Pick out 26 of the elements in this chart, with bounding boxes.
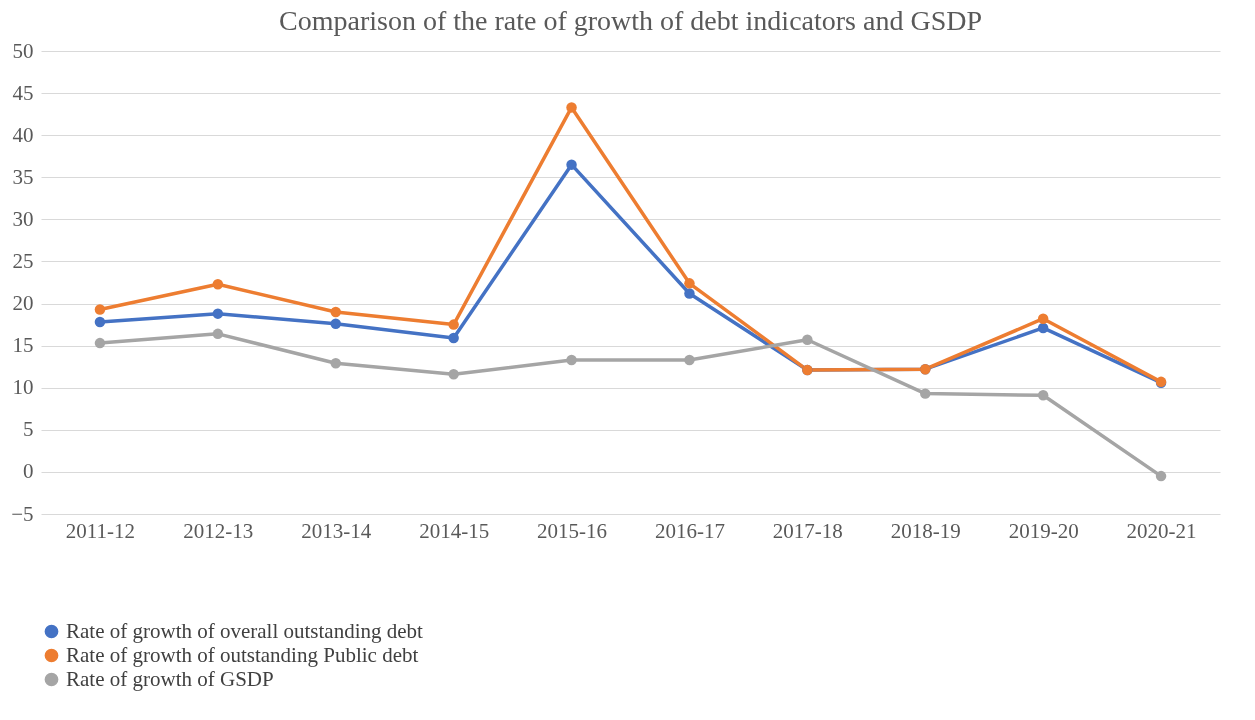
legend-label: Rate of growth of outstanding Public debt [66,642,419,667]
x-tick-label: 2011-12 [65,518,136,543]
x-tick-label: 2012-13 [183,518,254,543]
x-tick-label: 2014-15 [419,518,490,543]
y-tick-label: 5 [23,417,34,442]
y-tick-label: 15 [12,333,34,358]
y-tick-label: 10 [12,375,34,400]
y-tick-label: 50 [12,38,34,63]
legend-label: Rate of growth of overall outstanding debt [66,618,424,643]
x-tick-label: 2020-21 [1126,518,1197,543]
y-tick-label: −5 [11,501,34,526]
y-tick-label: 40 [12,122,34,147]
x-tick-label: 2016-17 [654,518,725,543]
x-tick-label: 2017-18 [772,518,843,543]
x-tick-label: 2019-20 [1008,518,1079,543]
y-tick-label: 45 [12,80,34,105]
y-tick-label: 0 [23,459,34,484]
y-tick-label: 20 [12,291,34,316]
x-tick-label: 2018-19 [890,518,961,543]
x-tick-label: 2013-14 [301,518,372,543]
y-tick-label: 30 [12,206,34,231]
x-tick-label: 2015-16 [537,518,608,543]
legend-label: Rate of growth of GSDP [66,666,274,691]
y-tick-label: 25 [12,248,34,273]
chart-title: Comparison of the rate of growth of debt indicators and GSDP [279,5,982,36]
y-tick-label: 35 [12,164,34,189]
